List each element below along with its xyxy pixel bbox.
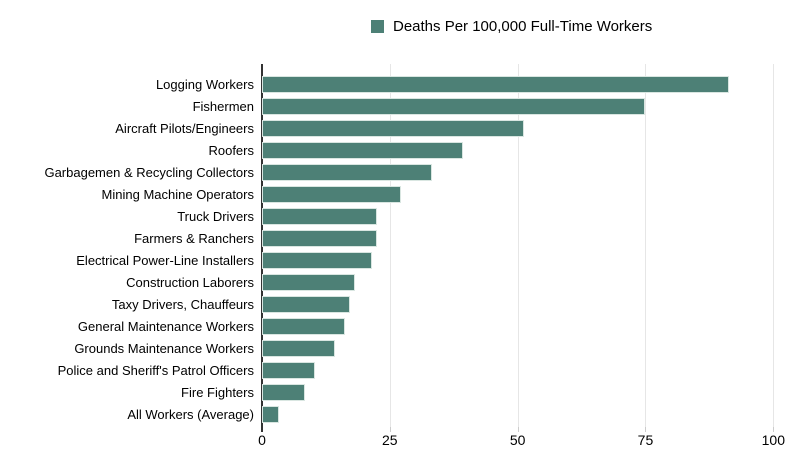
bar-row: Construction Laborers xyxy=(0,272,800,294)
category-label: Farmers & Ranchers xyxy=(134,231,254,246)
bar-row: Fire Fighters xyxy=(0,382,800,404)
bar-truck-drivers xyxy=(262,208,377,225)
category-label: Taxy Drivers, Chauffeurs xyxy=(111,297,254,312)
x-axis-tick-label: 75 xyxy=(637,432,654,448)
bar-general-maintenance-workers xyxy=(262,318,346,335)
category-label: General Maintenance Workers xyxy=(77,319,254,334)
category-label: Fishermen xyxy=(192,99,254,114)
bar-all-workers-average xyxy=(262,406,280,423)
category-label: All Workers (Average) xyxy=(127,407,254,422)
category-label: Aircraft Pilots/Engineers xyxy=(115,121,254,136)
bar-row: Police and Sheriff's Patrol Officers xyxy=(0,360,800,382)
x-axis-tick-label: 0 xyxy=(258,432,266,448)
bar-row: Electrical Power-Line Installers xyxy=(0,250,800,272)
category-label: Police and Sheriff's Patrol Officers xyxy=(57,363,254,378)
x-axis-tick xyxy=(773,427,775,432)
bar-row: Aircraft Pilots/Engineers xyxy=(0,118,800,140)
legend-label: Deaths Per 100,000 Full-Time Workers xyxy=(393,18,653,35)
bar-roofers xyxy=(262,142,463,159)
bar-row: Farmers & Ranchers xyxy=(0,228,800,250)
x-axis-tick xyxy=(389,427,391,432)
bar-logging-workers xyxy=(262,76,729,93)
bar-farmers-ranchers xyxy=(262,230,377,247)
bar-fishermen xyxy=(262,98,646,115)
category-label: Fire Fighters xyxy=(181,385,254,400)
bar-row: Fishermen xyxy=(0,96,800,118)
category-label: Grounds Maintenance Workers xyxy=(74,341,254,356)
category-label: Construction Laborers xyxy=(126,275,254,290)
category-label: Logging Workers xyxy=(155,77,254,92)
bar-row: Roofers xyxy=(0,140,800,162)
bar-mining-machine-operators xyxy=(262,186,401,203)
bar-row: Logging Workers xyxy=(0,74,800,96)
bar-row: Truck Drivers xyxy=(0,206,800,228)
x-axis-tick xyxy=(517,427,519,432)
chart-legend: Deaths Per 100,000 Full-Time Workers xyxy=(371,19,652,34)
bar-row: General Maintenance Workers xyxy=(0,316,800,338)
bar-row: Grounds Maintenance Workers xyxy=(0,338,800,360)
bar-construction-laborers xyxy=(262,274,356,291)
category-label: Roofers xyxy=(208,143,254,158)
bar-fire-fighters xyxy=(262,384,305,401)
bar-row: Taxy Drivers, Chauffeurs xyxy=(0,294,800,316)
category-label: Electrical Power-Line Installers xyxy=(76,253,254,268)
x-axis-tick-label: 25 xyxy=(382,432,398,448)
bar-aircraft-pilots-engineers xyxy=(262,120,524,137)
gridline-x-25 xyxy=(389,64,391,427)
bar-row: Mining Machine Operators xyxy=(0,184,800,206)
gridline-x-100 xyxy=(773,64,775,427)
bar-row: Garbagemen & Recycling Collectors xyxy=(0,162,800,184)
bar-electrical-power-line-installers xyxy=(262,252,372,269)
bar-row: All Workers (Average) xyxy=(0,404,800,426)
x-axis-tick-label: 100 xyxy=(761,432,785,448)
x-axis-tick-label: 50 xyxy=(509,432,526,448)
bar-taxy-drivers-chauffeurs xyxy=(262,296,350,313)
bar-grounds-maintenance-workers xyxy=(262,340,336,357)
gridline-x-75 xyxy=(645,64,647,427)
category-label: Mining Machine Operators xyxy=(101,187,254,202)
category-label: Truck Drivers xyxy=(177,209,254,224)
y-axis-line xyxy=(261,64,263,432)
gridline-x-50 xyxy=(517,64,519,427)
x-axis-tick xyxy=(645,427,647,432)
bar-police-and-sheriff-s-patrol-officers xyxy=(262,362,316,379)
legend-swatch-icon xyxy=(371,20,384,33)
category-label: Garbagemen & Recycling Collectors xyxy=(44,165,254,180)
bar-garbagemen-recycling-collectors xyxy=(262,164,432,181)
